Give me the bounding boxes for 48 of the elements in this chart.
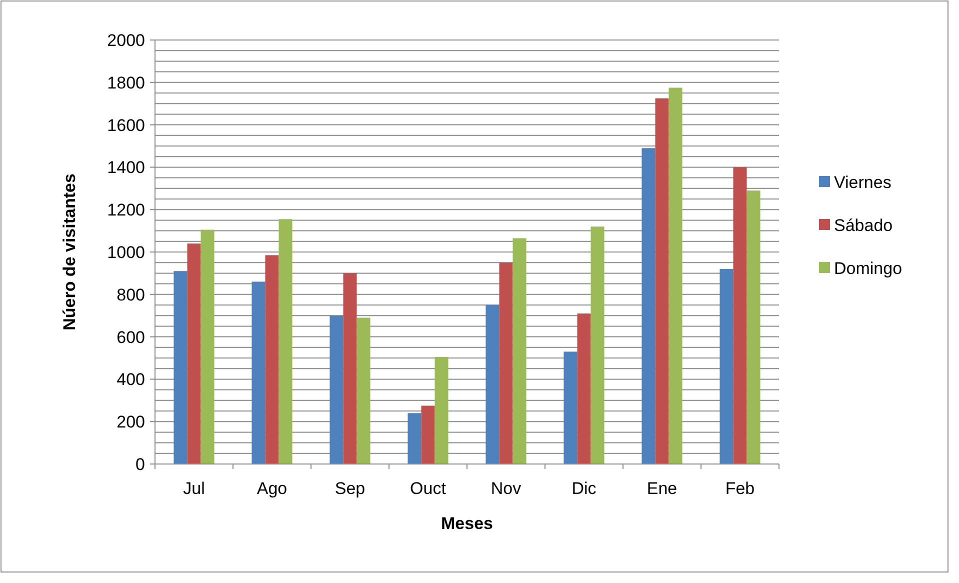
y-tick-label: 1400 [107, 158, 145, 178]
x-axis-title: Meses [441, 514, 493, 533]
y-tick-label: 1800 [107, 73, 145, 92]
x-tick-label: Dic [572, 479, 597, 498]
x-tick-label: Jul [183, 479, 205, 498]
x-tick-label: Feb [725, 479, 755, 498]
legend-label: Viernes [834, 172, 892, 192]
bar [408, 413, 422, 464]
bar [421, 406, 435, 464]
y-axis-title: Núero de visitantes [60, 174, 79, 330]
bar [577, 313, 591, 464]
bar [486, 305, 500, 464]
y-tick-label: 1000 [107, 242, 145, 262]
bar [343, 273, 357, 464]
bar [590, 226, 604, 464]
bar [330, 316, 344, 464]
y-tick-label: 1200 [107, 200, 145, 220]
bar [434, 356, 448, 464]
x-tick-label: Ouct [410, 479, 446, 498]
bar [668, 88, 682, 464]
y-tick-label: 600 [116, 328, 145, 347]
bar [356, 318, 370, 464]
bar [720, 268, 734, 464]
y-tick-label: 2000 [107, 30, 145, 50]
bar [655, 98, 669, 464]
bar [499, 262, 513, 464]
y-tick-label: 800 [116, 285, 145, 304]
y-tick-label: 0 [136, 454, 145, 474]
x-tick-label: Ago [256, 479, 288, 498]
bar [187, 244, 201, 464]
bar [265, 255, 279, 464]
y-tick-label: 400 [116, 370, 145, 390]
legend-label: Sábado [834, 216, 893, 235]
bar [278, 219, 292, 464]
legend-label: Domingo [834, 258, 902, 278]
y-tick-label: 1600 [107, 116, 145, 135]
bar [252, 282, 266, 464]
x-tick-label: Nov [490, 479, 522, 498]
y-tick-label: 200 [116, 412, 145, 432]
bar [200, 230, 214, 464]
bar [174, 271, 188, 464]
bar [746, 190, 760, 464]
bar [512, 238, 526, 464]
bar [642, 148, 656, 464]
bar [564, 352, 578, 464]
bar [733, 167, 747, 464]
x-tick-label: Ene [646, 479, 678, 498]
x-tick-label: Sep [334, 479, 366, 498]
